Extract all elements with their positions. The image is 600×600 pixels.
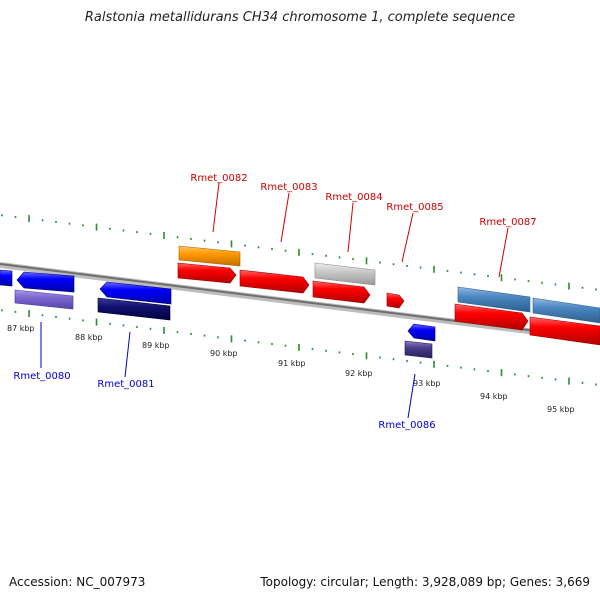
tick-label-92: 92 kbp bbox=[345, 369, 373, 378]
gene-red-2[interactable] bbox=[239, 269, 310, 294]
leader-line-0081 bbox=[124, 331, 131, 378]
gene-slate[interactable] bbox=[404, 340, 433, 359]
tick-label-89: 89 kbp bbox=[142, 341, 170, 350]
gene-label-rmet-0080[interactable]: Rmet_0080 bbox=[13, 371, 70, 382]
gene-red-4[interactable] bbox=[386, 292, 405, 309]
gene-red-1[interactable] bbox=[177, 262, 237, 284]
tick-label-93: 93 kbp bbox=[413, 379, 441, 388]
gene-red-6[interactable] bbox=[529, 316, 600, 346]
gene-blue-2[interactable] bbox=[99, 281, 172, 305]
tick-label-87: 87 kbp bbox=[7, 324, 35, 333]
gene-gray-upper[interactable] bbox=[314, 262, 376, 286]
gene-red-3[interactable] bbox=[312, 280, 371, 304]
gene-label-rmet-0085[interactable]: Rmet_0085 bbox=[386, 202, 443, 213]
gene-blue-edge[interactable] bbox=[0, 269, 13, 287]
gene-navy[interactable] bbox=[97, 297, 171, 321]
gene-orange-upper[interactable] bbox=[178, 245, 241, 267]
gene-steel-upper-1[interactable] bbox=[457, 286, 531, 313]
gene-label-rmet-0087[interactable]: Rmet_0087 bbox=[479, 217, 536, 228]
accession-text: Accession: NC_007973 bbox=[9, 575, 146, 589]
leader-line-0087 bbox=[498, 227, 509, 278]
gene-blue-3[interactable] bbox=[407, 323, 436, 342]
gene-blue-1[interactable] bbox=[16, 271, 75, 293]
leader-line-0083 bbox=[280, 192, 290, 243]
tick-label-95: 95 kbp bbox=[547, 405, 575, 414]
gene-label-rmet-0086[interactable]: Rmet_0086 bbox=[378, 420, 435, 431]
leader-line-0085 bbox=[401, 212, 414, 263]
genome-summary-text: Topology: circular; Length: 3,928,089 bp… bbox=[260, 575, 590, 589]
tick-label-91: 91 kbp bbox=[278, 359, 306, 368]
leader-line-0084 bbox=[347, 202, 354, 253]
gene-label-rmet-0084[interactable]: Rmet_0084 bbox=[325, 192, 382, 203]
gene-lavender[interactable] bbox=[14, 289, 74, 310]
tick-label-94: 94 kbp bbox=[480, 392, 508, 401]
gene-label-rmet-0082[interactable]: Rmet_0082 bbox=[190, 173, 247, 184]
gene-red-5[interactable] bbox=[454, 303, 529, 331]
tick-label-88: 88 kbp bbox=[75, 333, 103, 342]
upper-tick-row bbox=[1, 214, 597, 291]
lower-tick-row bbox=[1, 309, 597, 386]
gene-label-rmet-0081[interactable]: Rmet_0081 bbox=[97, 379, 154, 390]
gene-steel-upper-2[interactable] bbox=[532, 297, 600, 324]
leader-line-0086 bbox=[407, 373, 416, 419]
tick-label-90: 90 kbp bbox=[210, 349, 238, 358]
map-title: Ralstonia metallidurans CH34 chromosome … bbox=[84, 10, 516, 25]
gene-label-rmet-0083[interactable]: Rmet_0083 bbox=[260, 182, 317, 193]
leader-line-0082 bbox=[212, 182, 220, 233]
